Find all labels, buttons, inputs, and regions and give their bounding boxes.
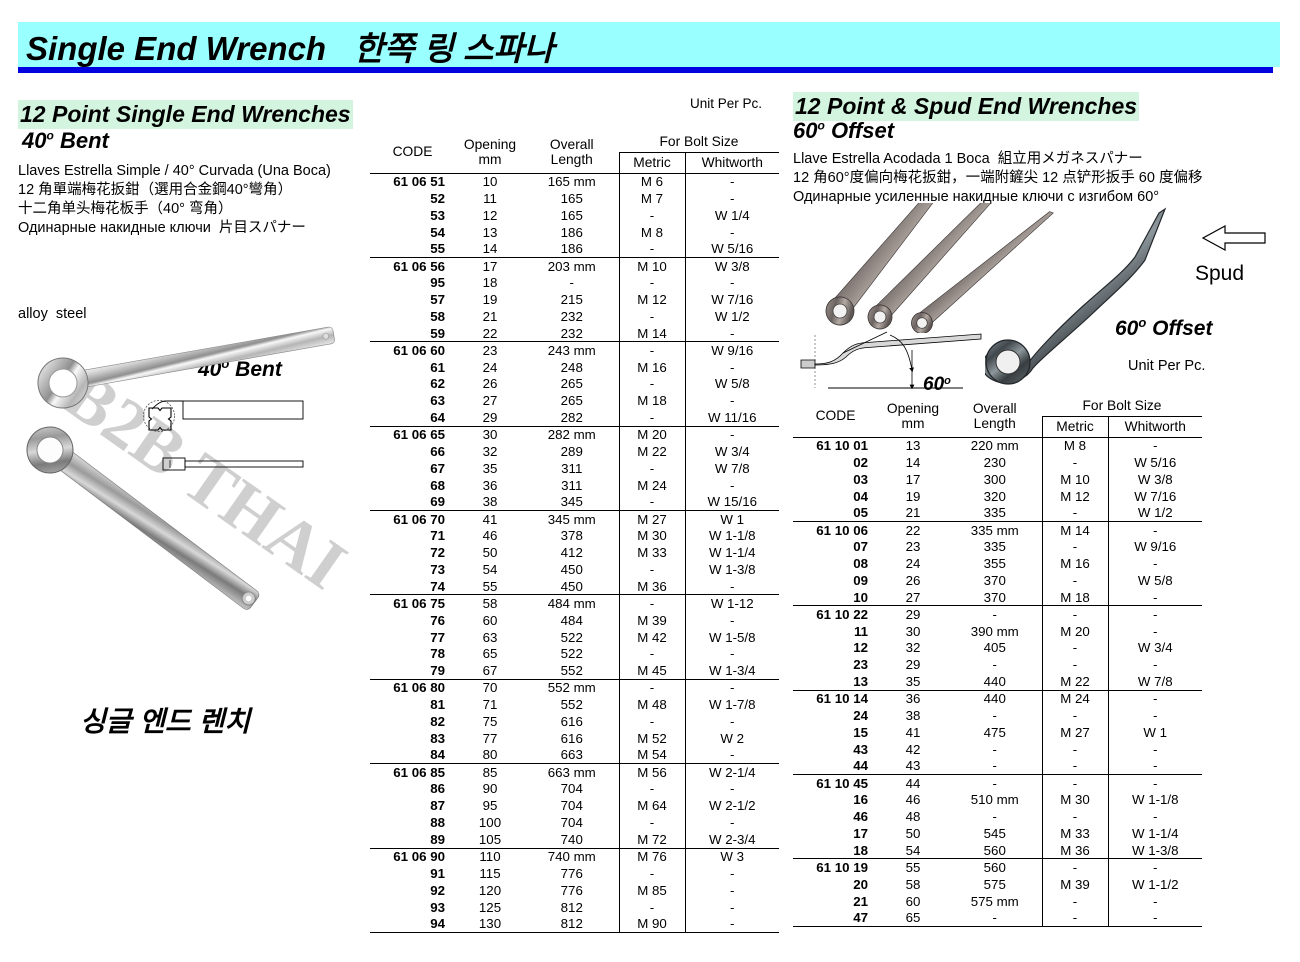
- svg-text:60o: 60o: [923, 374, 951, 395]
